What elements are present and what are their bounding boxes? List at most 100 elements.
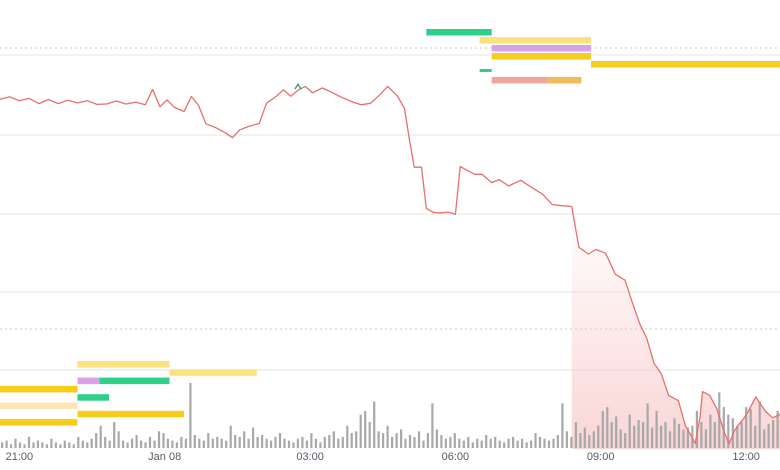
volume-bar (646, 403, 649, 448)
volume-bar (162, 433, 165, 448)
volume-bar (722, 407, 725, 448)
volume-bar (624, 433, 627, 448)
depth-bar (591, 61, 780, 68)
price-area-fill (571, 206, 780, 449)
volume-bar (382, 433, 385, 448)
volume-bar (261, 435, 264, 448)
volume-bar (157, 431, 161, 448)
volume-bar (556, 435, 559, 448)
volume-bar (597, 425, 600, 448)
volume-bar (471, 442, 474, 448)
volume-bar (1, 442, 4, 448)
volume-bar (772, 420, 775, 448)
volume-bar (319, 442, 322, 448)
x-tick-label: 21:00 (6, 451, 34, 463)
price-area (571, 206, 780, 449)
volume-bar (601, 410, 604, 448)
volume-bar (189, 383, 192, 448)
volume-bar (229, 425, 232, 448)
volume-bar (377, 431, 380, 448)
volume-bar (278, 433, 282, 448)
volume-bar (606, 407, 609, 448)
volume-bar (408, 435, 412, 448)
volume-bar (588, 435, 591, 448)
volume-bar (400, 429, 403, 448)
volume-bar (193, 435, 196, 448)
volume-bar (305, 440, 308, 448)
volume-bar (543, 438, 546, 448)
volume-bar (677, 423, 681, 448)
volume-bar (431, 403, 434, 448)
price-high-marker (294, 82, 302, 90)
volume-bar (758, 401, 761, 448)
volume-bar (489, 438, 492, 448)
depth-bar (491, 45, 591, 52)
volume-bar (350, 433, 353, 448)
volume-bar (485, 435, 488, 448)
volume-bar (41, 442, 44, 448)
volume-bar (153, 440, 156, 448)
volume-bar (104, 436, 107, 448)
x-tick-label: 12:00 (732, 451, 760, 463)
volume-bar (754, 425, 757, 448)
volume-bar (449, 436, 452, 448)
volume-bar (270, 440, 273, 448)
volume-bar (395, 433, 398, 448)
volume-bar (547, 440, 551, 448)
volume-bar (63, 440, 66, 448)
volume-bar (175, 442, 178, 448)
volume-bar (247, 438, 250, 448)
volume-bar (287, 440, 291, 448)
volume-bar (54, 442, 57, 448)
volume-bar (211, 438, 214, 448)
volume-bar (184, 438, 187, 448)
volume-bar (776, 410, 779, 448)
volume-bar (413, 436, 416, 448)
volume-bar (521, 438, 524, 448)
volume-bar (673, 418, 676, 448)
volume-bar (368, 422, 371, 448)
volume-bar (507, 438, 510, 448)
volume-bar (740, 422, 743, 448)
volume-bar (5, 440, 8, 448)
volume-bar (704, 429, 707, 448)
volume-bar (310, 433, 313, 448)
volume-bar (592, 431, 595, 448)
volume-bar (579, 433, 582, 448)
volume-bar (364, 410, 367, 448)
volume-bar (637, 420, 640, 448)
x-tick-label: Jan 08 (148, 451, 181, 463)
volume-bar (651, 427, 654, 448)
volume-bar (238, 436, 241, 448)
depth-bars (0, 29, 780, 426)
volume-bar (36, 440, 39, 448)
volume-bar (686, 427, 689, 448)
volume-bar (135, 435, 138, 448)
volume-bar (10, 444, 13, 448)
volume-bar (583, 427, 586, 448)
volume-bar (727, 414, 730, 448)
volume-bar (274, 436, 277, 448)
volume-bar (341, 436, 344, 448)
volume-bar (50, 438, 53, 448)
volume-bar (538, 436, 542, 448)
volume-bar (512, 436, 515, 448)
volume-bar (435, 429, 438, 448)
price-line (0, 82, 780, 445)
volume-bar (207, 433, 210, 448)
volume-bar (503, 442, 506, 448)
volume-bar (355, 431, 358, 448)
volume-bar (462, 440, 465, 448)
depth-bar (491, 53, 591, 60)
depth-bar (426, 29, 492, 36)
volume-bar (574, 422, 577, 448)
volume-bar (283, 438, 286, 448)
volume-bar (18, 442, 22, 448)
volume-bar (426, 433, 429, 448)
volume-bar (292, 442, 295, 448)
volume-bars (1, 383, 779, 448)
volume-bar (216, 436, 219, 448)
volume-bar (422, 440, 425, 448)
volume-bar (234, 435, 237, 448)
volume-bar (767, 423, 770, 448)
